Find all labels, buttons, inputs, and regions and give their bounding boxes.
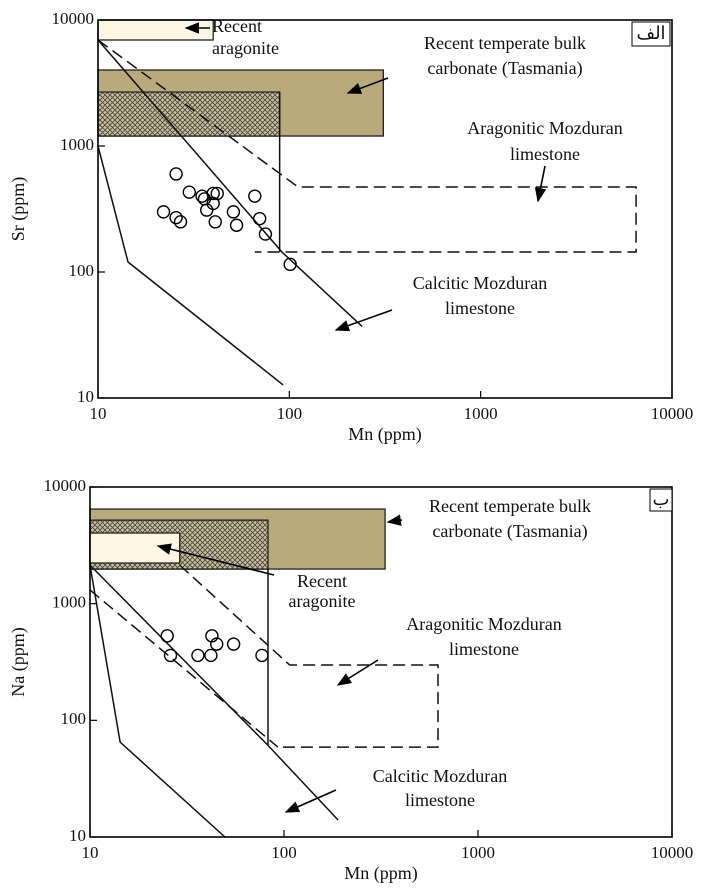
arrow	[156, 543, 275, 576]
panel-label-box	[631, 21, 671, 47]
plot-frame	[89, 486, 673, 838]
data-point	[206, 196, 220, 211]
panel-label: الف	[636, 23, 665, 43]
arrow	[336, 659, 379, 686]
annotation: Aragonitic Mozduran	[406, 614, 561, 634]
y-tick-label: 1000	[60, 135, 94, 154]
annotation: Recent	[297, 571, 347, 591]
x-tick-label: 10	[90, 404, 107, 423]
data-point	[283, 257, 297, 272]
x-axis-label: Mn (ppm)	[348, 424, 422, 445]
arrow	[334, 309, 393, 332]
data-point	[252, 211, 267, 226]
data-point	[226, 637, 241, 651]
arrow	[386, 514, 403, 526]
panel-label: ب	[653, 489, 670, 509]
data-point	[169, 210, 183, 225]
data-point	[248, 189, 262, 203]
x-tick-label: 1000	[464, 404, 498, 423]
x-axis-label: Mn (ppm)	[344, 863, 418, 884]
annotation: Recent temperate bulk	[429, 496, 591, 516]
y-tick-label: 10000	[44, 476, 87, 495]
data-point	[226, 205, 241, 219]
region-box	[97, 91, 281, 137]
x-tick-label: 100	[277, 404, 303, 423]
panel-label-box	[649, 488, 673, 512]
data-point	[173, 215, 188, 229]
data-point	[156, 205, 171, 219]
y-tick-label: 100	[69, 261, 95, 280]
annotation: Calcitic Mozduran	[373, 766, 507, 786]
chart: 10 100 1000 10000 10 100 1000 10000 Mn (ppm) Sr (…	[8, 9, 693, 445]
annotation: Aragonitic Mozduran	[467, 118, 622, 138]
x-tick-label: 1000	[461, 843, 495, 862]
data-point	[182, 185, 196, 199]
annotation: aragonite	[289, 591, 356, 611]
arrow	[346, 77, 389, 94]
region-line	[179, 564, 439, 748]
x-tick-label: 10000	[651, 404, 694, 423]
region-line	[89, 564, 226, 838]
annotation: Recent	[212, 16, 262, 36]
region-box	[97, 19, 214, 41]
annotation: limestone	[405, 790, 475, 810]
data-point	[210, 637, 224, 651]
data-point	[200, 203, 214, 217]
region-line	[89, 589, 279, 748]
y-tick-label: 10	[69, 826, 86, 845]
data-point	[229, 218, 244, 232]
y-tick-label: 100	[61, 709, 87, 728]
x-tick-label: 10000	[651, 843, 694, 862]
data-point	[258, 227, 273, 241]
y-axis-label: Sr (ppm)	[8, 177, 29, 242]
annotation: aragonite	[212, 38, 279, 58]
chart: 10 100 1000 10000 10 100 1000 10000 Mn (ppm) Na (…	[8, 476, 693, 884]
data-point	[204, 648, 218, 663]
x-tick-label: 100	[271, 843, 297, 862]
data-point	[208, 215, 222, 229]
annotation: Calcitic Mozduran	[413, 273, 547, 293]
data-point	[169, 167, 183, 181]
x-tick-label: 10	[82, 843, 99, 862]
region-line	[97, 39, 363, 327]
y-tick-label: 10000	[52, 9, 95, 28]
data-point	[191, 648, 205, 663]
region-line	[97, 39, 637, 253]
y-tick-label: 1000	[52, 593, 86, 612]
annotation: limestone	[449, 639, 519, 659]
arrow	[534, 165, 547, 203]
y-axis-label: Na (ppm)	[8, 627, 29, 696]
plot-frame	[97, 19, 673, 399]
region-line	[97, 145, 284, 386]
annotation: Recent temperate bulk	[424, 33, 586, 53]
arrow	[284, 789, 337, 813]
data-point	[255, 648, 269, 663]
y-tick-label: 10	[77, 387, 94, 406]
data-point	[163, 648, 178, 663]
annotation: carbonate (Tasmania)	[427, 58, 582, 79]
data-point	[206, 186, 220, 201]
annotation: carbonate (Tasmania)	[432, 521, 587, 542]
annotation: limestone	[510, 144, 580, 164]
data-point	[160, 629, 174, 643]
annotation: limestone	[445, 298, 515, 318]
